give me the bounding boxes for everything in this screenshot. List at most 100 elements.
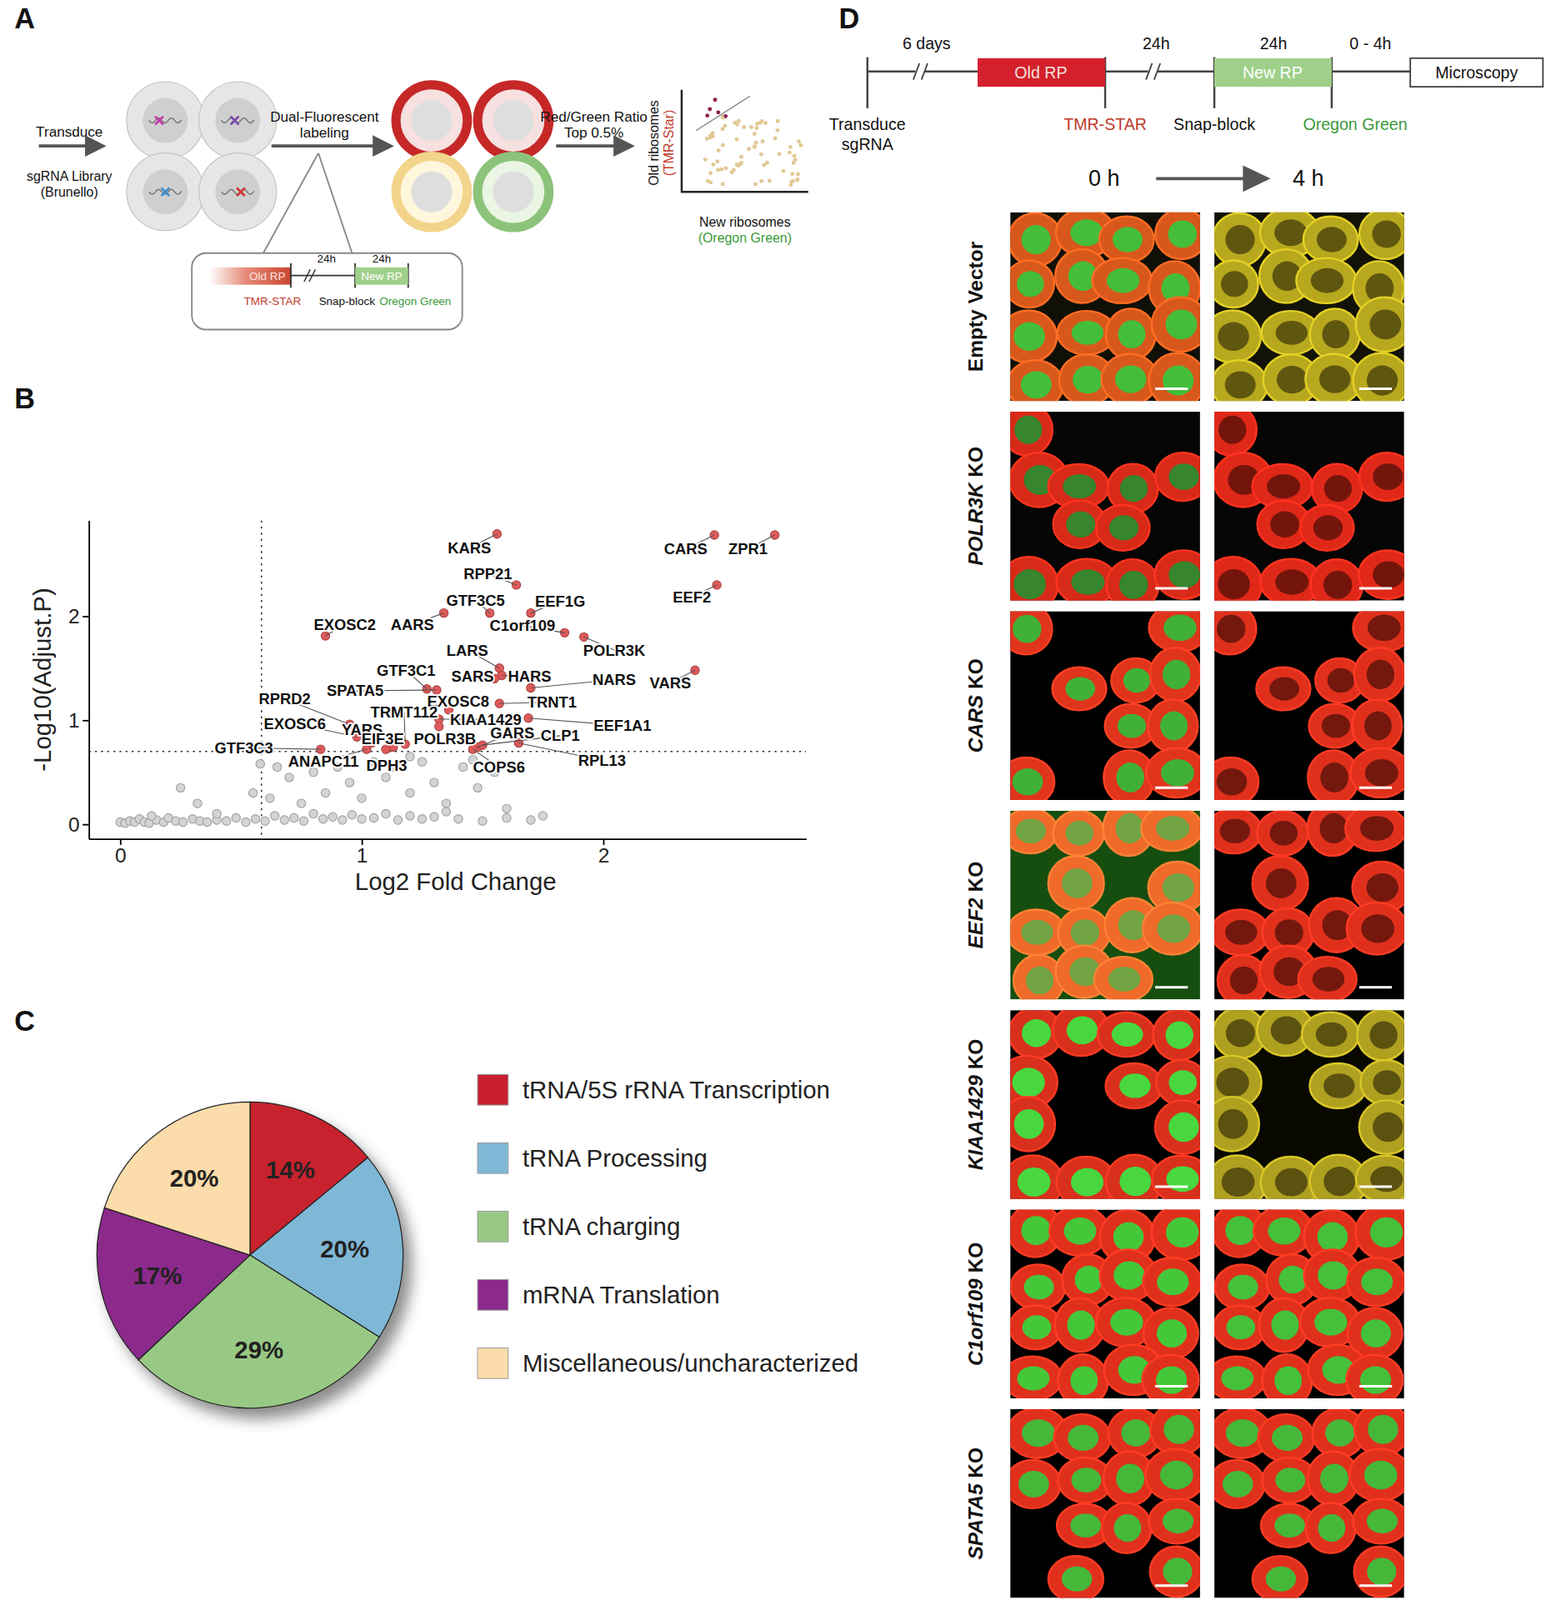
cell [1214,1265,1270,1311]
nucleus [1022,1315,1052,1340]
nucleus [1168,561,1201,589]
mini-dot [763,120,768,126]
nucleus [1021,1419,1056,1447]
mini-dot [720,115,725,121]
mini-dot [741,125,746,130]
scale-bar [1359,387,1392,391]
mini-dot [759,119,764,124]
background-point [328,812,337,821]
tick-label: 2 [598,844,611,867]
cell [1153,1010,1201,1061]
nucleus [1220,818,1251,844]
nucleus [1365,759,1399,787]
figure: ABCDTransducesgRNA Library(Brunello)Dual… [0,0,1546,1600]
nucleus [1370,1165,1403,1192]
nucleus [142,169,188,215]
nucleus [1372,561,1405,589]
scale-bar [1359,985,1392,989]
cell [1345,810,1405,851]
nucleus [1320,813,1349,844]
cell [1048,855,1105,911]
cell [1360,1060,1404,1106]
row-label: CARS KO [964,658,987,753]
nucleus [1110,1309,1143,1336]
cell [1258,1414,1315,1461]
nucleus [1160,759,1195,787]
nucleus [1323,570,1352,600]
micrograph [1214,1210,1405,1400]
mini-dot [739,155,744,160]
cell [1010,556,1058,601]
label: Red/Green Ratio [540,108,648,126]
mini-dot [775,128,780,133]
point-label: C1orf109 [490,616,556,635]
tick-mark [82,720,89,722]
label: 24h [1260,34,1288,53]
new-rp-bar [355,267,409,286]
tick: 0 [68,812,90,836]
nucleus [215,98,261,144]
background-point [417,757,426,766]
cell [1214,1096,1260,1151]
nucleus [1221,1167,1256,1197]
background-point [178,817,187,826]
point-label: EEF2 [672,588,711,606]
mini-dot [703,157,708,162]
nucleus [1168,220,1197,248]
point-label: EXOSC6 [264,715,326,733]
legend-swatch [477,1279,509,1311]
cell [1355,1210,1405,1261]
cell [1261,1354,1312,1399]
background-point [309,809,318,818]
cell [1359,1100,1405,1154]
nucleus [1225,920,1257,946]
nucleus [1315,1022,1348,1047]
labeled-cell [477,85,550,157]
nucleus [1075,1265,1104,1294]
nucleus [1162,365,1194,396]
cell [1094,956,1153,1000]
mutation [155,116,164,126]
mini-dot [730,170,735,175]
cell [1010,1265,1066,1311]
background-point [369,813,378,822]
mini-dot [795,177,800,182]
background-point [176,783,186,792]
cell [1147,699,1198,752]
cell [1010,810,1058,854]
nucleus [1163,615,1197,642]
cell [1345,1355,1403,1399]
mini-dot [738,161,743,166]
nucleus [1265,868,1297,899]
cell [1303,216,1359,263]
scale-bar [1359,586,1392,590]
nucleus [1065,820,1095,846]
mini-dot [708,135,713,141]
micrograph [1010,1409,1201,1599]
nucleus [1165,1021,1194,1050]
nucleus [1106,268,1140,294]
nucleus [1021,1019,1051,1047]
connector [318,153,352,254]
label: Transduce [829,115,906,134]
point-label: NARS [592,670,636,689]
arrow [39,144,103,148]
background-point [320,788,330,797]
row-label: Empty Vector [964,240,987,372]
nucleus [1372,463,1403,491]
background-point [405,811,415,821]
nucleus [1310,268,1344,294]
nucleus [1312,966,1346,992]
nucleus [1266,474,1301,499]
tick: 1 [356,839,369,867]
nucleus [1070,1168,1104,1197]
background-point [478,816,487,826]
background-point [526,815,536,825]
background-point [454,815,463,824]
nucleus [1276,365,1308,394]
nucleus [1020,920,1053,946]
panel-label: C [14,1005,36,1037]
background-point [212,809,221,818]
mini-dot [799,143,804,148]
nucleus [1162,1557,1192,1586]
